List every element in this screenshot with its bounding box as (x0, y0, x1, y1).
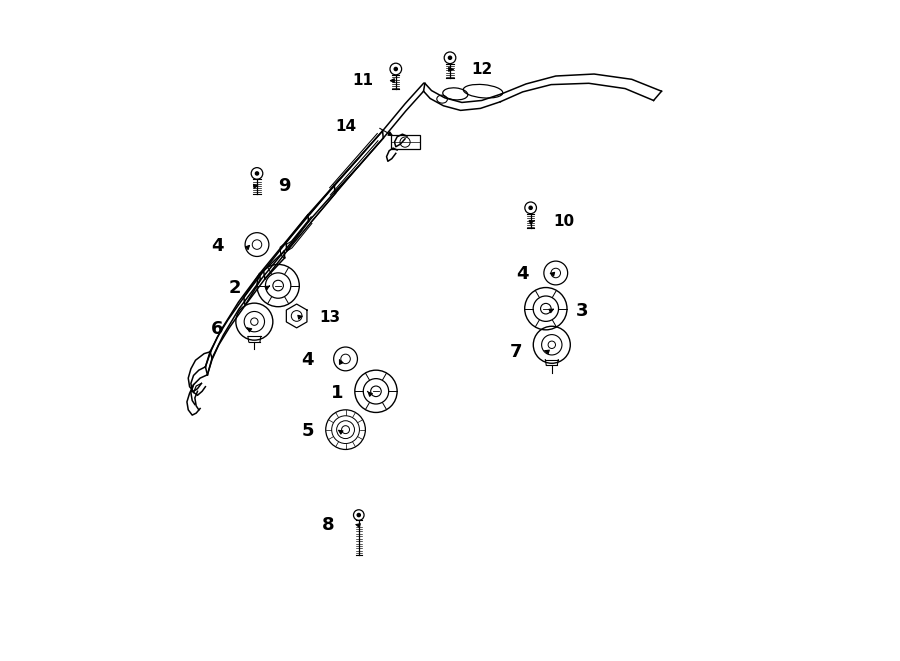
Text: 10: 10 (554, 214, 574, 229)
Text: 14: 14 (335, 120, 356, 134)
Text: 8: 8 (321, 516, 334, 535)
Text: 4: 4 (517, 265, 529, 284)
Text: 2: 2 (229, 278, 241, 297)
Text: 5: 5 (302, 422, 314, 440)
Circle shape (394, 67, 398, 71)
Text: 12: 12 (471, 62, 492, 77)
Text: 7: 7 (509, 342, 522, 361)
Circle shape (448, 56, 452, 59)
Circle shape (357, 514, 360, 517)
Text: 6: 6 (212, 320, 223, 338)
Text: 1: 1 (331, 384, 344, 403)
Circle shape (256, 172, 258, 175)
Text: 9: 9 (278, 177, 291, 196)
Text: 11: 11 (352, 73, 374, 88)
Text: 4: 4 (302, 351, 314, 369)
Text: 3: 3 (576, 301, 589, 320)
Text: 4: 4 (212, 237, 223, 255)
Text: 13: 13 (320, 310, 340, 325)
Circle shape (529, 206, 532, 210)
